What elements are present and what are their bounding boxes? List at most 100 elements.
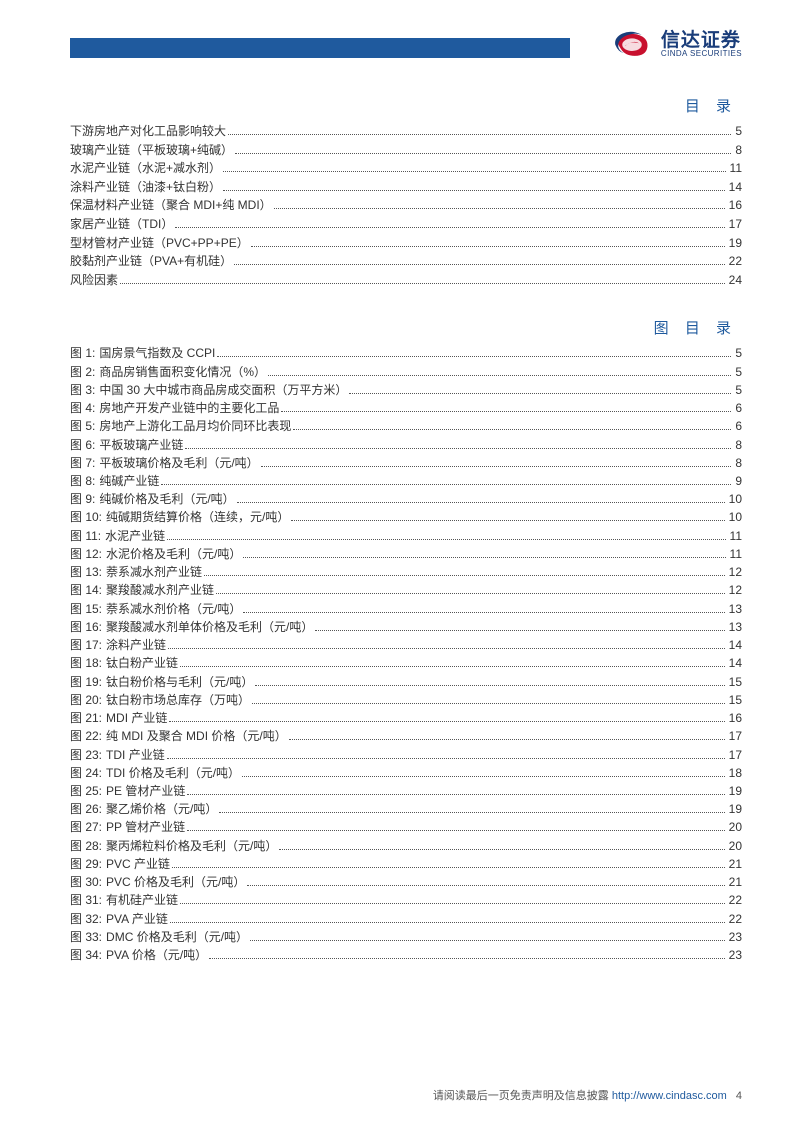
figure-prefix: 图 7: — [70, 454, 99, 472]
figure-label: 平板玻璃产业链 — [99, 436, 183, 454]
toc-leader-dots — [255, 685, 724, 686]
page-number: 4 — [730, 1090, 742, 1102]
toc-leader-dots — [216, 593, 725, 594]
figure-label: TDI 价格及毛利（元/吨） — [106, 764, 240, 782]
figure-page: 17 — [727, 727, 742, 745]
figure-page: 20 — [727, 818, 742, 836]
footer-link[interactable]: http://www.cindasc.com — [612, 1090, 727, 1102]
figure-row: 图 33:DMC 价格及毛利（元/吨）23 — [70, 928, 742, 946]
toc-page: 14 — [727, 178, 742, 197]
brand-logo: 信达证券 CINDA SECURITIES — [611, 28, 742, 60]
toc-row: 水泥产业链（水泥+减水剂）11 — [70, 159, 742, 178]
figure-label: 国房景气指数及 CCPI — [99, 344, 215, 362]
figure-row: 图 24:TDI 价格及毛利（元/吨）18 — [70, 764, 742, 782]
toc-leader-dots — [120, 283, 725, 284]
toc-label: 保温材料产业链（聚合 MDI+纯 MDI） — [70, 196, 272, 215]
toc-leader-dots — [168, 648, 725, 649]
figure-prefix: 图 34: — [70, 946, 106, 964]
figure-page: 5 — [733, 344, 742, 362]
figure-label: PVC 产业链 — [106, 855, 170, 873]
toc-row: 型材管材产业链（PVC+PP+PE）19 — [70, 234, 742, 253]
figure-page: 12 — [727, 581, 742, 599]
figure-label: 纯碱期货结算价格（连续，元/吨） — [106, 508, 289, 526]
figure-list: 图 1:国房景气指数及 CCPI5图 2:商品房销售面积变化情况（%）5图 3:… — [70, 344, 742, 964]
figure-row: 图 3:中国 30 大中城市商品房成交面积（万平方米）5 — [70, 381, 742, 399]
toc-leader-dots — [161, 484, 731, 485]
figure-label: DMC 价格及毛利（元/吨） — [106, 928, 248, 946]
figure-row: 图 15:萘系减水剂价格（元/吨）13 — [70, 600, 742, 618]
toc-leader-dots — [167, 758, 725, 759]
figure-row: 图 21:MDI 产业链16 — [70, 709, 742, 727]
figure-page: 10 — [727, 490, 742, 508]
toc-leader-dots — [209, 958, 724, 959]
figure-prefix: 图 2: — [70, 363, 99, 381]
figure-page: 14 — [727, 654, 742, 672]
toc-leader-dots — [247, 885, 724, 886]
figure-label: PVA 产业链 — [106, 910, 168, 928]
figure-row: 图 27:PP 管材产业链20 — [70, 818, 742, 836]
figure-prefix: 图 20: — [70, 691, 106, 709]
figure-label: 房地产开发产业链中的主要化工品 — [99, 399, 279, 417]
figure-page: 5 — [733, 381, 742, 399]
toc-leader-dots — [315, 630, 724, 631]
figure-label: 水泥产业链 — [105, 527, 165, 545]
toc-leader-dots — [217, 356, 731, 357]
figure-prefix: 图 14: — [70, 581, 106, 599]
figure-label: 聚乙烯价格（元/吨） — [106, 800, 217, 818]
figure-label: 涂料产业链 — [106, 636, 166, 654]
figure-prefix: 图 1: — [70, 344, 99, 362]
figure-row: 图 31:有机硅产业链22 — [70, 891, 742, 909]
toc-leader-dots — [167, 539, 725, 540]
figure-label: 房地产上游化工品月均价同环比表现 — [99, 417, 291, 435]
toc-row: 家居产业链（TDI）17 — [70, 215, 742, 234]
toc-leader-dots — [279, 849, 724, 850]
figure-prefix: 图 28: — [70, 837, 106, 855]
figure-row: 图 17:涂料产业链14 — [70, 636, 742, 654]
figure-prefix: 图 21: — [70, 709, 106, 727]
figure-label: MDI 产业链 — [106, 709, 167, 727]
figure-prefix: 图 16: — [70, 618, 106, 636]
toc-leader-dots — [235, 153, 731, 154]
figure-page: 15 — [727, 673, 742, 691]
toc-row: 涂料产业链（油漆+钛白粉） 14 — [70, 178, 742, 197]
toc-leader-dots — [187, 794, 724, 795]
figure-label: 水泥价格及毛利（元/吨） — [106, 545, 241, 563]
toc-leader-dots — [268, 375, 731, 376]
toc-page: 22 — [727, 252, 742, 271]
toc-leader-dots — [170, 922, 725, 923]
toc-page: 8 — [733, 141, 742, 160]
figure-row: 图 5:房地产上游化工品月均价同环比表现6 — [70, 417, 742, 435]
toc-leader-dots — [169, 721, 724, 722]
figure-page: 13 — [727, 600, 742, 618]
figure-label: 纯碱价格及毛利（元/吨） — [99, 490, 234, 508]
figure-prefix: 图 15: — [70, 600, 106, 618]
toc-page: 16 — [727, 196, 742, 215]
figure-row: 图 13:萘系减水剂产业链12 — [70, 563, 742, 581]
page-content: 目 录 下游房地产对化工品影响较大5玻璃产业链（平板玻璃+纯碱）8水泥产业链（水… — [70, 95, 742, 964]
toc-heading: 目 录 — [70, 95, 742, 116]
figure-label: 萘系减水剂产业链 — [106, 563, 202, 581]
figure-page: 5 — [733, 363, 742, 381]
toc-row: 保温材料产业链（聚合 MDI+纯 MDI） 16 — [70, 196, 742, 215]
figure-row: 图 7:平板玻璃价格及毛利（元/吨）8 — [70, 454, 742, 472]
figure-row: 图 4:房地产开发产业链中的主要化工品6 — [70, 399, 742, 417]
figure-prefix: 图 6: — [70, 436, 99, 454]
toc-label: 下游房地产对化工品影响较大 — [70, 122, 226, 141]
toc-leader-dots — [291, 520, 724, 521]
toc-leader-dots — [289, 739, 725, 740]
figure-page: 6 — [733, 417, 742, 435]
toc-label: 型材管材产业链（PVC+PP+PE） — [70, 234, 249, 253]
figure-prefix: 图 22: — [70, 727, 106, 745]
figure-prefix: 图 13: — [70, 563, 106, 581]
toc-label: 风险因素 — [70, 271, 118, 290]
figure-label: 钛白粉产业链 — [106, 654, 178, 672]
figure-prefix: 图 27: — [70, 818, 106, 836]
toc-page: 11 — [728, 159, 742, 178]
toc-row: 胶黏剂产业链（PVA+有机硅）22 — [70, 252, 742, 271]
toc-leader-dots — [349, 393, 731, 394]
figure-prefix: 图 31: — [70, 891, 106, 909]
figure-prefix: 图 9: — [70, 490, 99, 508]
toc-label: 涂料产业链（油漆+钛白粉） — [70, 178, 221, 197]
figure-label: TDI 产业链 — [106, 746, 165, 764]
logo-text-en: CINDA SECURITIES — [661, 50, 742, 58]
